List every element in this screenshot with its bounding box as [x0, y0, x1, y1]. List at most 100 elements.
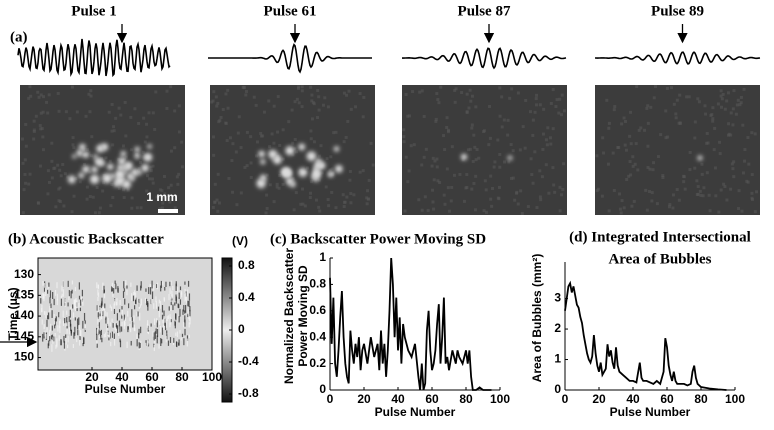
speckle [477, 156, 481, 160]
bubble [72, 154, 77, 159]
speckle [560, 93, 564, 97]
speckle [327, 204, 331, 208]
streak [118, 320, 121, 327]
speckle [613, 105, 617, 109]
streak [187, 300, 189, 307]
speckle [750, 196, 754, 200]
speckle [651, 168, 655, 172]
streak [50, 323, 52, 332]
bubble [82, 151, 90, 159]
speckle [695, 193, 699, 197]
speckle [697, 100, 701, 104]
streak [50, 335, 53, 340]
streak [124, 319, 126, 325]
streak [71, 289, 73, 294]
speckle [722, 182, 726, 186]
speckle [402, 135, 406, 139]
streak [184, 281, 186, 285]
speckle [162, 195, 166, 199]
speckle [293, 147, 297, 151]
speckle [700, 172, 704, 176]
speckle [303, 204, 307, 208]
speckle [560, 193, 564, 197]
speckle [275, 182, 279, 186]
streak [105, 316, 107, 320]
speckle [237, 115, 241, 119]
streak [97, 292, 100, 298]
speckle [216, 101, 220, 105]
speckle [151, 181, 155, 185]
speckle [89, 154, 93, 158]
speckle [46, 192, 50, 196]
speckle [354, 105, 358, 109]
streak [76, 318, 79, 325]
speckle [740, 209, 744, 213]
y-axis-label: Power Moving SD [296, 265, 310, 367]
speckle [407, 169, 411, 173]
streak [113, 303, 115, 311]
speckle [124, 134, 128, 138]
streak [41, 319, 43, 325]
speckle [181, 165, 185, 169]
streak [138, 332, 140, 339]
speckle [490, 204, 494, 208]
speckle [310, 117, 314, 121]
streak [137, 298, 139, 304]
speckle [602, 151, 606, 155]
speckle [20, 137, 24, 141]
speckle [664, 109, 668, 113]
streak [154, 341, 156, 346]
streak [131, 317, 133, 321]
speckle [719, 188, 723, 192]
speckle [276, 95, 280, 99]
streak [149, 287, 152, 295]
speckle [309, 137, 313, 141]
streak [182, 309, 184, 315]
speckle [252, 95, 256, 99]
speckle [88, 110, 92, 114]
speckle [449, 199, 453, 203]
speckle [417, 198, 421, 202]
streak [46, 319, 48, 327]
streak [187, 289, 189, 297]
streak [179, 330, 181, 334]
speckle [475, 148, 479, 152]
speckle [595, 189, 599, 193]
streak [145, 297, 147, 304]
speckle [310, 99, 314, 103]
speckle [129, 115, 133, 119]
speckle [317, 108, 321, 112]
streak [122, 291, 125, 298]
streak [114, 322, 116, 330]
speckle [34, 114, 38, 118]
x-tick-label: 80 [459, 392, 473, 406]
speckle [150, 177, 154, 181]
speckle [635, 85, 639, 89]
speckle [434, 119, 438, 123]
speckle [243, 165, 247, 169]
speckle [244, 93, 248, 97]
speckle [739, 95, 743, 99]
streak [66, 317, 68, 324]
streak [70, 291, 72, 299]
speckle [727, 132, 731, 136]
streak [145, 288, 147, 292]
speckle [435, 157, 439, 161]
streak [178, 342, 180, 346]
streak [98, 329, 100, 336]
bubble [141, 163, 149, 172]
speckle [677, 121, 681, 125]
speckle [228, 136, 232, 140]
streak [78, 295, 81, 300]
streak [48, 282, 50, 287]
speckle [411, 90, 415, 94]
speckle [112, 129, 116, 133]
speckle [58, 200, 62, 204]
speckle [531, 133, 535, 137]
speckle [177, 130, 181, 134]
speckle [213, 182, 217, 186]
scale-bar [158, 209, 178, 213]
speckle [28, 172, 32, 176]
streak [117, 287, 119, 293]
x-tick-label: 20 [85, 370, 99, 384]
